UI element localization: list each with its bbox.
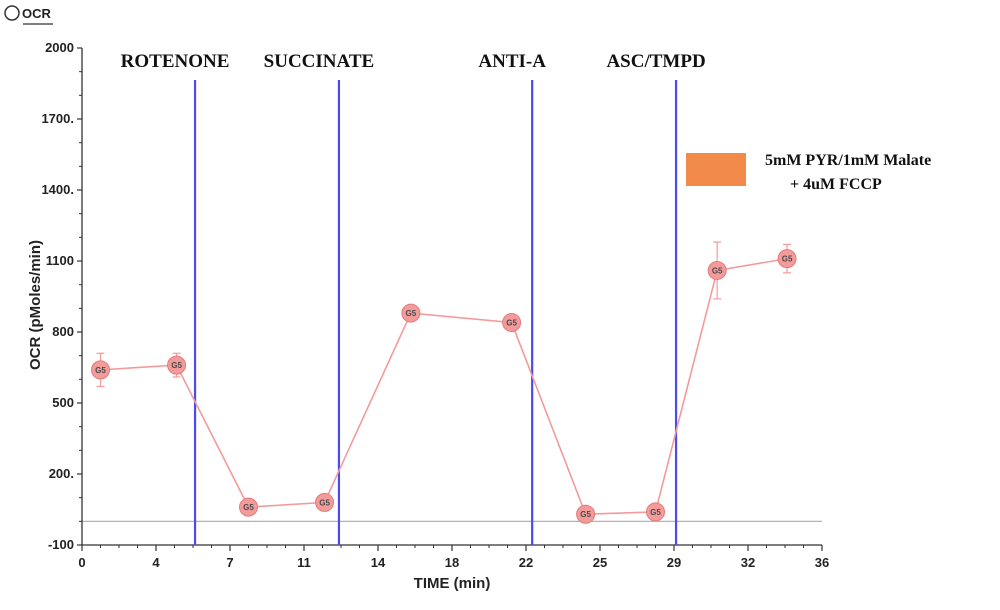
x-tick-label: 36 <box>815 555 829 570</box>
data-point-label: G5 <box>580 510 591 519</box>
corner-label: OCR <box>22 6 52 21</box>
data-point <box>777 249 797 269</box>
x-axis-label: TIME (min) <box>414 575 491 592</box>
data-point-label: G5 <box>712 266 723 275</box>
x-tick-label: 22 <box>519 555 533 570</box>
data-point-label: G5 <box>171 361 182 370</box>
injection-label: ROTENONE <box>121 51 230 72</box>
x-tick-label: 4 <box>152 555 160 570</box>
x-tick-label: 0 <box>78 555 85 570</box>
legend-swatch <box>686 153 746 186</box>
data-point <box>502 313 522 333</box>
series-layer: G5 G5 G5 G5 G5 G5 G5 G5 G5 G5 <box>91 241 797 524</box>
x-tick-label: 25 <box>593 555 607 570</box>
x-tick-label: 11 <box>297 555 311 570</box>
data-point <box>91 360 110 380</box>
legend-line-2: + 4uM FCCP <box>790 176 882 193</box>
y-tick-label: -100 <box>48 537 74 552</box>
corner-circle-icon <box>4 5 20 21</box>
data-point <box>239 497 258 517</box>
injection-label: SUCCINATE <box>264 51 375 72</box>
series-line <box>100 257 788 516</box>
y-tick-label: 1400. <box>41 182 74 197</box>
injection-label: ASC/TMPD <box>606 51 705 72</box>
y-tick-label: 1100 <box>46 253 74 268</box>
x-tick-label: 18 <box>445 555 459 570</box>
y-tick-label: 2000 <box>45 40 74 55</box>
axis-layer: -100 200. 500 800 1100 1400. 1700. 2000 0 4 7 11 14 1… <box>41 40 829 570</box>
x-tick-label: 7 <box>226 555 233 570</box>
legend-line-1: 5mM PYR/1mM Malate <box>765 152 931 169</box>
data-point <box>576 504 596 524</box>
injection-layer: ROTENONE SUCCINATE ANTI-A ASC/TMPD <box>121 51 706 545</box>
data-point-label: G5 <box>95 366 106 375</box>
data-point-label: G5 <box>319 498 330 507</box>
data-point <box>315 492 335 512</box>
data-point-label: G5 <box>506 319 517 328</box>
data-point <box>401 303 421 323</box>
injection-label: ANTI-A <box>478 51 546 72</box>
x-tick-label: 32 <box>741 555 755 570</box>
data-point <box>707 260 727 280</box>
data-point-label: G5 <box>782 255 793 264</box>
y-axis-label: OCR (pMoles/min) <box>27 240 44 370</box>
x-tick-label: 29 <box>667 555 681 570</box>
data-point <box>167 355 187 375</box>
data-point-label: G5 <box>650 508 661 517</box>
y-tick-label: 1700. <box>41 111 74 126</box>
y-tick-label: 200. <box>49 466 74 481</box>
x-tick-label: 14 <box>371 555 386 570</box>
y-tick-label: 800 <box>52 324 74 339</box>
y-tick-label: 500 <box>52 395 74 410</box>
data-point-label: G5 <box>406 309 417 318</box>
data-point <box>646 502 665 522</box>
data-point-label: G5 <box>243 503 254 512</box>
